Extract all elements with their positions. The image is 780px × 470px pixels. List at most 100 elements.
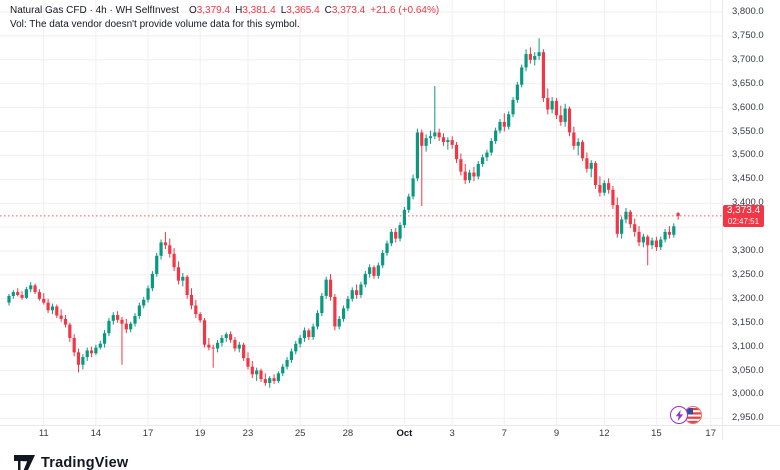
price-tick-label: 3,150.0	[732, 316, 764, 328]
candle	[16, 292, 20, 295]
candle	[220, 337, 224, 343]
candle	[633, 224, 637, 232]
candle	[346, 298, 350, 309]
price-axis[interactable]: 3,800.0 3,750.0 3,700.0 3,650.0 3,600.0 3,550…	[723, 0, 780, 425]
current-price-label: 3,373.4 02:47:51	[723, 204, 764, 227]
candle	[607, 183, 611, 190]
price-tick-label: 3,700.0	[732, 53, 764, 65]
candle	[407, 196, 411, 210]
ohlc-pair: O3,379.4	[188, 5, 231, 16]
candle	[672, 226, 676, 235]
candle	[276, 373, 280, 382]
candle	[242, 344, 246, 359]
candle	[129, 323, 133, 330]
price-tick-label: 3,750.0	[732, 29, 764, 41]
time-tick-label: 25	[294, 428, 306, 439]
time-tick-label: 17	[705, 428, 716, 439]
time-tick-label: 14	[90, 428, 102, 439]
candle	[302, 330, 307, 338]
candle	[207, 344, 211, 348]
lightning-icon	[675, 409, 683, 421]
candle	[368, 267, 372, 274]
candle	[24, 289, 28, 298]
price-axis-separator	[722, 0, 723, 440]
candle	[42, 298, 46, 303]
candle	[168, 245, 172, 254]
candle	[541, 52, 546, 99]
candle	[593, 163, 598, 186]
time-tick-label: 15	[651, 428, 662, 439]
candle	[381, 252, 385, 266]
candle	[63, 318, 68, 325]
candle	[628, 211, 632, 225]
bar-countdown: 02:47:51	[727, 216, 760, 226]
candle	[641, 236, 645, 243]
candle	[398, 225, 402, 239]
time-tick-label: 17	[142, 428, 154, 439]
time-axis[interactable]: 11 14 17 19 23 25 28 Oct 3 7 9 12 15 17	[0, 426, 722, 440]
symbol-title[interactable]: Natural Gas CFD · 4h · WH SelfInvest	[10, 5, 179, 16]
candle	[98, 343, 102, 348]
candle	[659, 239, 663, 248]
price-tick-label: 3,600.0	[732, 101, 764, 113]
ohlc-values: O3,379.4 H3,381.4 L3,365.4 C3,373.4	[189, 5, 370, 16]
candle	[350, 290, 354, 299]
tradingview-logo[interactable]: TradingView	[14, 455, 128, 470]
candle	[450, 140, 454, 145]
candle	[528, 54, 532, 60]
candle	[59, 315, 63, 319]
time-tick-label: 3	[449, 428, 455, 439]
time-tick-label: 7	[501, 428, 507, 439]
candle	[589, 163, 593, 169]
price-tick-label: 3,400.0	[732, 197, 764, 209]
candle	[576, 142, 580, 146]
candle	[411, 178, 415, 197]
candle	[515, 84, 519, 100]
time-tick-label: 9	[553, 428, 560, 439]
candle	[194, 305, 198, 315]
candle	[341, 308, 346, 319]
candle	[667, 231, 672, 235]
candle	[507, 114, 511, 127]
candle	[441, 137, 446, 143]
candle	[211, 347, 215, 349]
candle	[7, 295, 11, 303]
candle	[228, 334, 233, 340]
candle	[55, 306, 59, 316]
current-price-value: 3,373.4	[726, 204, 761, 216]
candle	[68, 324, 72, 338]
candle	[133, 316, 137, 324]
candle	[624, 211, 628, 220]
ohlc-pair: C3,373.4	[324, 5, 366, 16]
candle	[463, 171, 467, 181]
candle	[485, 152, 489, 158]
candle	[255, 370, 259, 375]
candle	[415, 132, 420, 179]
candle	[476, 164, 480, 177]
candle	[289, 351, 294, 360]
candle	[142, 299, 146, 306]
candle	[615, 205, 619, 234]
candle	[676, 213, 680, 216]
symbol-legend: Natural Gas CFD · 4h · WH SelfInvest O3,3…	[10, 5, 439, 16]
candle	[533, 55, 537, 60]
lightning-realtime-badge-icon[interactable]	[670, 406, 688, 424]
candle	[46, 302, 50, 311]
candle	[89, 350, 94, 354]
candle	[315, 313, 320, 327]
candle	[385, 243, 389, 253]
candle	[163, 242, 168, 246]
candle	[654, 240, 659, 248]
candle	[402, 209, 406, 226]
candle	[259, 370, 263, 380]
candle	[298, 337, 302, 344]
candle	[620, 219, 624, 234]
price-tick-label: 3,200.0	[732, 292, 764, 304]
candle	[81, 357, 85, 365]
candle	[650, 240, 654, 246]
candle	[85, 350, 89, 358]
candle	[637, 231, 641, 243]
candle	[20, 294, 24, 298]
